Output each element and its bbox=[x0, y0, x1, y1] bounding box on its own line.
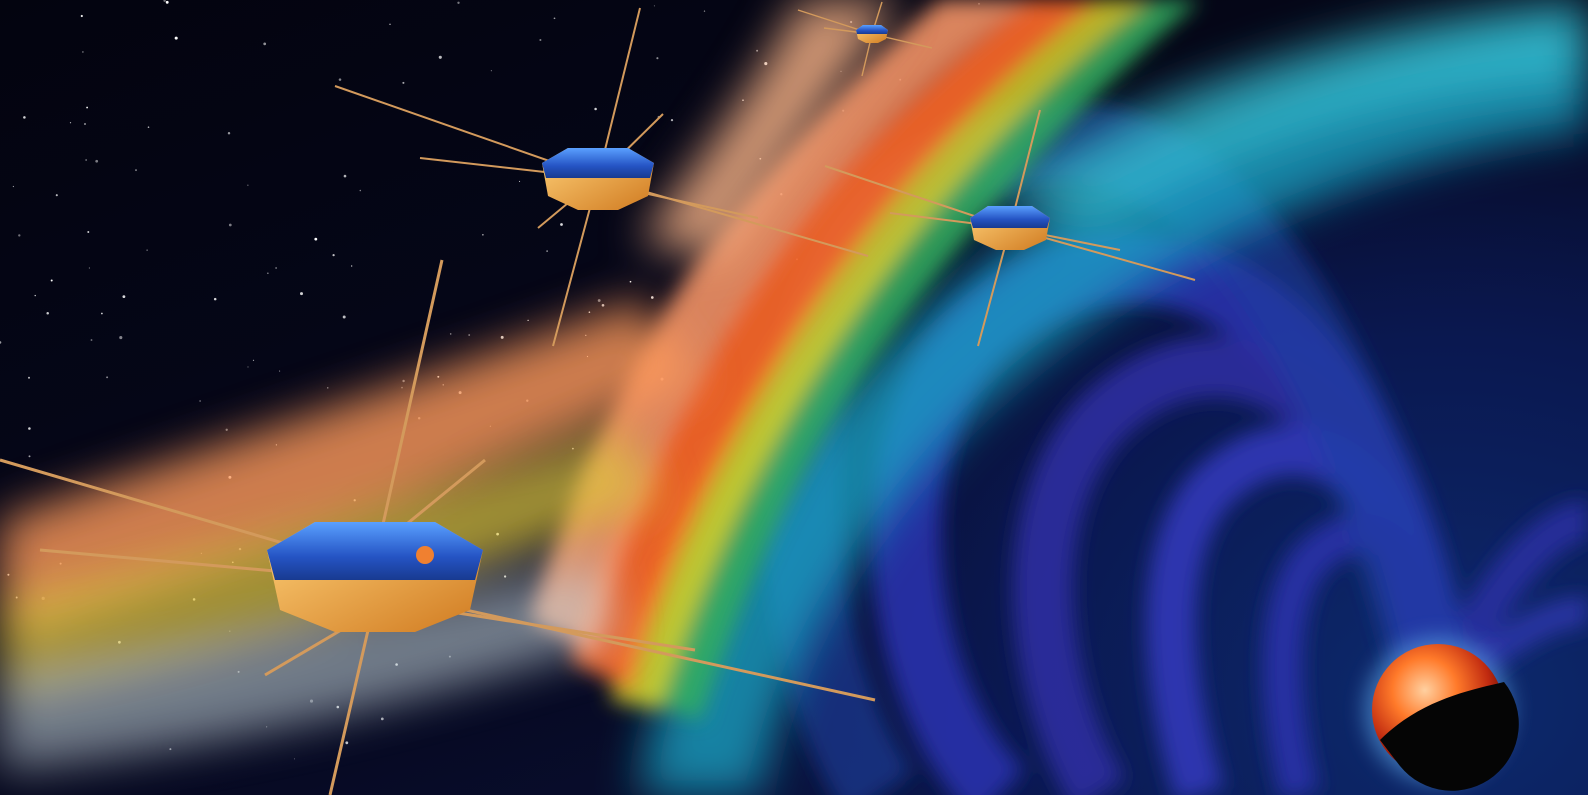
spacecraft-icon bbox=[0, 259, 876, 795]
earth-icon bbox=[1364, 636, 1519, 791]
star bbox=[90, 339, 93, 341]
star bbox=[279, 370, 281, 372]
star bbox=[95, 159, 99, 163]
star bbox=[88, 267, 90, 269]
star bbox=[597, 299, 601, 302]
star bbox=[174, 36, 178, 40]
star bbox=[163, 0, 166, 2]
star bbox=[468, 334, 471, 336]
star bbox=[46, 312, 49, 315]
star bbox=[146, 249, 148, 251]
star bbox=[50, 279, 53, 282]
star bbox=[300, 292, 303, 296]
star bbox=[553, 17, 556, 20]
star bbox=[82, 51, 84, 53]
star bbox=[314, 237, 318, 241]
star bbox=[267, 272, 269, 274]
star bbox=[402, 81, 405, 84]
spacecraft-icon bbox=[824, 109, 1196, 347]
star bbox=[293, 758, 296, 760]
star bbox=[275, 267, 277, 269]
star bbox=[23, 116, 26, 119]
star bbox=[756, 49, 759, 52]
star bbox=[650, 296, 654, 299]
star bbox=[228, 223, 232, 227]
star bbox=[199, 400, 201, 402]
star bbox=[165, 0, 169, 4]
star bbox=[87, 231, 90, 233]
star bbox=[28, 427, 31, 430]
star bbox=[351, 265, 353, 267]
star bbox=[438, 55, 442, 59]
star bbox=[500, 335, 504, 339]
star bbox=[503, 575, 507, 578]
star bbox=[539, 38, 542, 42]
star bbox=[653, 5, 655, 7]
star bbox=[169, 748, 172, 751]
star bbox=[18, 234, 21, 237]
star bbox=[343, 174, 347, 178]
star bbox=[213, 297, 217, 301]
star bbox=[28, 376, 30, 379]
star bbox=[12, 185, 15, 188]
star bbox=[560, 223, 563, 226]
star bbox=[546, 250, 548, 252]
star bbox=[402, 379, 405, 383]
star bbox=[588, 311, 591, 314]
star bbox=[106, 376, 109, 379]
star bbox=[83, 122, 87, 126]
star bbox=[703, 10, 706, 12]
star bbox=[0, 341, 2, 344]
star bbox=[670, 118, 674, 122]
star bbox=[122, 295, 126, 299]
star bbox=[327, 387, 329, 389]
star bbox=[28, 455, 31, 458]
star bbox=[252, 359, 255, 361]
star bbox=[342, 315, 346, 319]
magnetosheath bbox=[640, 0, 1588, 795]
star bbox=[332, 253, 335, 257]
star bbox=[101, 312, 103, 315]
star bbox=[527, 319, 529, 322]
star bbox=[135, 169, 137, 172]
star bbox=[80, 14, 83, 18]
star bbox=[449, 333, 452, 335]
star bbox=[227, 132, 231, 135]
star bbox=[345, 741, 349, 745]
star bbox=[55, 194, 58, 197]
star bbox=[519, 180, 521, 182]
star bbox=[389, 23, 391, 25]
star bbox=[263, 42, 267, 46]
star bbox=[247, 184, 249, 186]
star bbox=[338, 78, 342, 81]
star bbox=[482, 234, 484, 236]
spacecraft-icon bbox=[797, 1, 933, 77]
spacecraft-icon bbox=[334, 7, 869, 347]
star bbox=[86, 106, 89, 109]
star bbox=[656, 57, 659, 60]
star bbox=[247, 366, 249, 368]
star bbox=[147, 126, 150, 128]
star bbox=[490, 70, 492, 72]
star bbox=[380, 717, 384, 721]
star bbox=[34, 294, 36, 297]
star bbox=[601, 303, 605, 307]
star bbox=[85, 159, 87, 161]
star bbox=[69, 122, 72, 124]
star bbox=[629, 280, 632, 283]
star bbox=[225, 428, 228, 431]
star bbox=[457, 1, 460, 4]
star bbox=[594, 107, 597, 111]
star bbox=[119, 336, 123, 340]
star bbox=[359, 189, 362, 192]
